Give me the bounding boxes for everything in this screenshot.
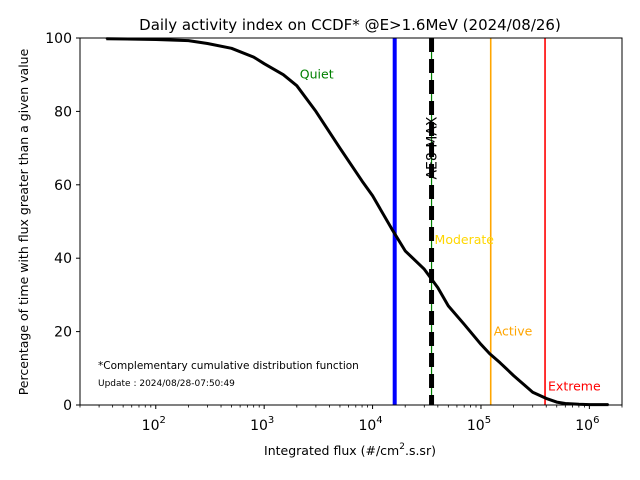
x-tick-base: 10	[250, 418, 268, 434]
x-tick-label: 106	[575, 415, 599, 434]
data-point	[556, 401, 558, 403]
x-axis-label: Integrated flux (#/cm2.s.sr)	[264, 442, 436, 458]
x-tick-label: 105	[467, 415, 491, 434]
x-axis-label-tail: .s.sr)	[405, 443, 436, 458]
data-point	[437, 287, 439, 289]
data-point	[372, 195, 374, 197]
y-tick-label: 80	[54, 104, 72, 120]
region-label: Moderate	[435, 232, 495, 247]
x-tick-exp: 3	[268, 415, 274, 426]
plot-area: AE8 MAX Quiet Moderate Active Extreme 0 20 40 60…	[45, 31, 623, 434]
x-tick-base: 10	[467, 418, 485, 434]
footnote: *Complementary cumulative distribution f…	[98, 360, 359, 372]
y-tick-label: 100	[45, 31, 72, 47]
data-point	[523, 384, 525, 386]
data-point	[499, 362, 501, 364]
x-axis-label-main: Integrated flux (#/cm	[264, 443, 399, 458]
data-point	[253, 56, 255, 58]
x-tick-exp: 4	[376, 415, 382, 426]
chart-title: Daily activity index on CCDF* @E>1.6MeV …	[139, 16, 561, 34]
data-point	[545, 397, 547, 399]
axes-frame	[79, 37, 623, 406]
reference-line-label: AE8 MAX	[425, 116, 441, 179]
data-point	[296, 85, 298, 87]
data-point	[564, 402, 566, 405]
x-tick-base: 10	[358, 418, 376, 434]
data-point	[315, 110, 317, 112]
data-point	[263, 63, 265, 65]
data-point	[423, 268, 425, 270]
x-tick-label: 102	[142, 415, 166, 434]
x-tick-exp: 5	[485, 415, 491, 426]
data-point	[282, 74, 284, 76]
y-tick-label: 0	[63, 398, 72, 414]
data-point	[480, 343, 482, 345]
x-tick-label: 104	[358, 415, 382, 434]
data-point	[404, 250, 406, 252]
x-tick-label: 103	[250, 415, 274, 434]
x-tick-base: 10	[142, 418, 160, 434]
data-point	[361, 180, 363, 182]
data-point	[391, 228, 393, 230]
x-axis-label-sup: 2	[399, 442, 405, 452]
data-point	[155, 38, 157, 41]
data-point	[187, 40, 189, 42]
region-label: Extreme	[548, 379, 601, 394]
data-point	[463, 323, 465, 325]
y-tick-label: 20	[54, 325, 72, 341]
x-tick-exp: 2	[159, 415, 165, 426]
x-tick-base: 10	[575, 418, 593, 434]
y-tick-label: 40	[54, 251, 72, 267]
data-point	[513, 375, 515, 377]
x-tick-exp: 6	[593, 415, 599, 426]
region-label: Active	[494, 324, 533, 339]
y-axis-label: Percentage of time with flux greater tha…	[16, 48, 31, 395]
series-line	[106, 37, 609, 407]
data-point	[230, 47, 233, 49]
data-point	[532, 391, 534, 393]
data-point	[489, 353, 491, 355]
data-point	[206, 42, 209, 45]
data-point	[447, 305, 449, 307]
region-label: Quiet	[300, 67, 334, 82]
update-text: Update : 2024/08/28-07:50:49	[98, 379, 235, 389]
y-tick-label: 60	[54, 178, 72, 194]
data-point	[339, 147, 341, 149]
